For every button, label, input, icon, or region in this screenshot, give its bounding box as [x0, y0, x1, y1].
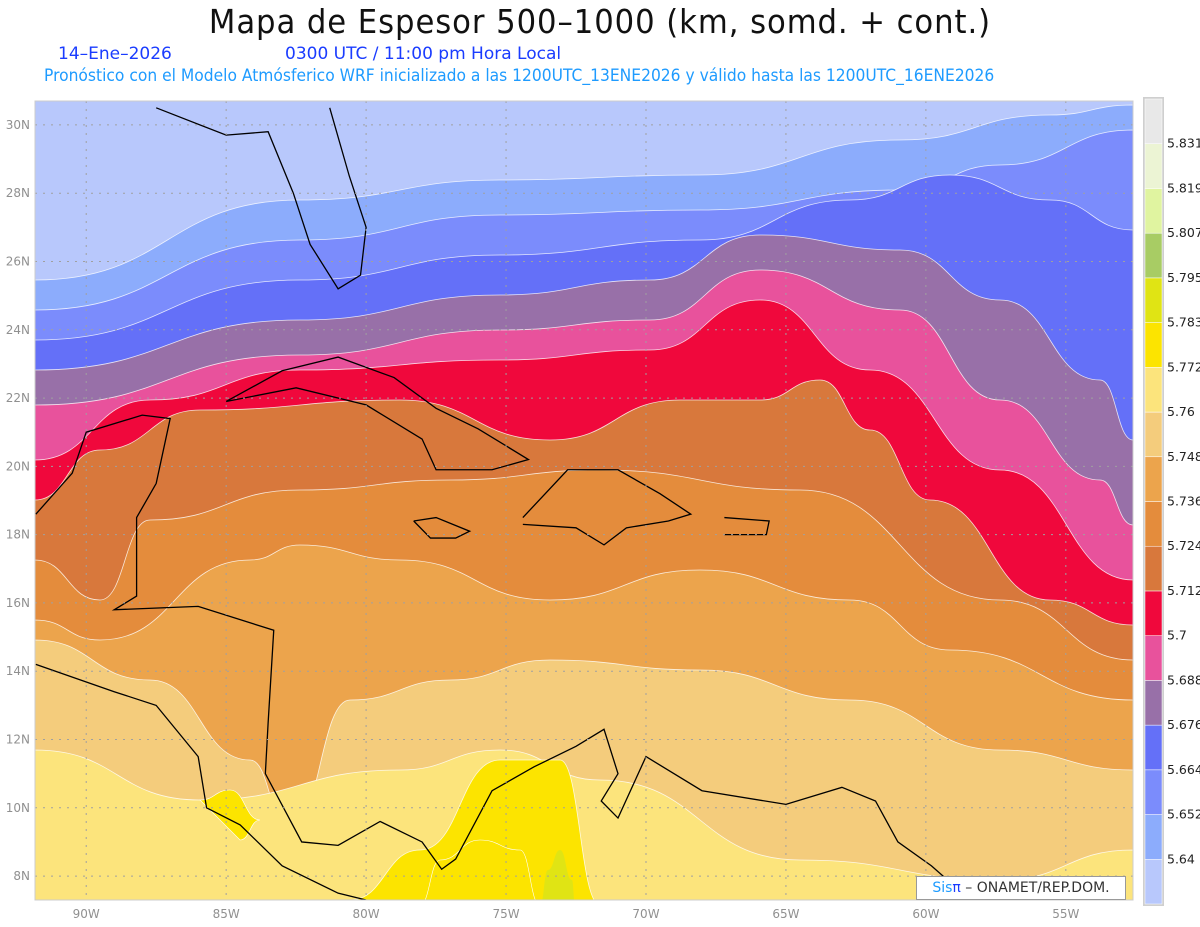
lat-tick-label: 12N	[6, 733, 30, 747]
lon-tick-label: 70W	[632, 907, 659, 921]
credit-sis: Sis	[932, 880, 953, 896]
coastline-pacific-coast	[35, 663, 367, 900]
lat-tick-label: 24N	[6, 323, 30, 337]
colorbar-swatch	[1144, 188, 1163, 234]
colorbar-swatch	[1144, 98, 1163, 144]
lon-tick-label: 75W	[492, 907, 519, 921]
colorbar-swatch	[1144, 411, 1163, 458]
colorbar-label: 5.819	[1167, 180, 1200, 195]
lon-tick-label: 60W	[912, 907, 939, 921]
thickness-patch-5.795	[542, 850, 575, 900]
colorbar-swatch	[1144, 545, 1163, 592]
lon-tick-label: 65W	[772, 907, 799, 921]
lat-tick-label: 16N	[6, 596, 30, 610]
lat-tick-label: 30N	[6, 118, 30, 132]
credit-pi: π	[952, 880, 961, 896]
thickness-patch-5.783-0	[424, 839, 536, 900]
coastline-yucatan-centralamerica	[35, 414, 972, 900]
lat-tick-label: 10N	[6, 801, 30, 815]
colorbar-swatch	[1144, 814, 1163, 860]
colorbar-label: 5.7	[1167, 628, 1187, 643]
credit-box: Sisπ – ONAMET/REP.DOM.	[916, 876, 1126, 900]
colorbar-swatch	[1144, 143, 1163, 189]
lon-tick-label: 90W	[73, 907, 100, 921]
colorbar-swatch	[1144, 456, 1163, 502]
colorbar-label: 5.772	[1167, 359, 1200, 374]
coastline-layer	[35, 107, 972, 900]
colorbar-swatch	[1144, 859, 1163, 905]
colorbar-label: 5.64	[1167, 851, 1195, 866]
lat-tick-label: 18N	[6, 528, 30, 542]
coastline-cuba	[225, 356, 531, 471]
colorbar-label: 5.676	[1167, 717, 1200, 732]
colorbar-label: 5.652	[1167, 807, 1200, 822]
coastline-hispaniola	[522, 469, 693, 546]
colorbar-label: 5.831	[1167, 136, 1200, 151]
coastline-puerto-rico	[724, 516, 770, 536]
colorbar-label: 5.807	[1167, 225, 1200, 240]
colorbar-label: 5.664	[1167, 762, 1200, 777]
coastline-florida	[155, 107, 367, 290]
colorbar-label: 5.724	[1167, 538, 1200, 553]
colorbar-frame	[1143, 97, 1164, 906]
colorbar-swatch	[1144, 232, 1163, 279]
colorbar-label: 5.795	[1167, 270, 1200, 285]
credit-org: – ONAMET/REP.DOM.	[960, 880, 1110, 896]
colorbar-swatch	[1144, 277, 1163, 323]
lon-tick-label: 55W	[1052, 907, 1079, 921]
map-frame	[34, 100, 1134, 901]
colorbar-swatch	[1144, 322, 1163, 368]
colorbar-swatch	[1144, 501, 1163, 547]
lat-tick-label: 26N	[6, 254, 30, 268]
coastline-jamaica	[413, 516, 472, 539]
lat-tick-label: 20N	[6, 459, 30, 473]
colorbar-label: 5.748	[1167, 449, 1200, 464]
colorbar-label: 5.783	[1167, 315, 1200, 330]
colorbar-swatch	[1144, 769, 1163, 815]
lat-tick-label: 22N	[6, 391, 30, 405]
forecast-time: 0300 UTC / 11:00 pm Hora Local	[285, 44, 562, 64]
colorbar-swatch	[1144, 635, 1163, 681]
forecast-info: Pronóstico con el Modelo Atmósferico WRF…	[44, 66, 995, 85]
lat-tick-label: 14N	[6, 664, 30, 678]
lat-tick-label: 28N	[6, 186, 30, 200]
colorbar-swatch	[1144, 590, 1163, 636]
colorbar-label: 5.712	[1167, 583, 1200, 598]
colorbar-swatch	[1144, 367, 1163, 413]
shading-layer	[35, 101, 1133, 900]
colorbar-label: 5.76	[1167, 404, 1195, 419]
colorbar-label: 5.736	[1167, 494, 1200, 509]
colorbar-swatch	[1144, 724, 1163, 771]
forecast-date: 14–Ene–2026	[58, 44, 172, 64]
lon-tick-label: 80W	[353, 907, 380, 921]
lon-tick-label: 85W	[213, 907, 240, 921]
colorbar-label: 5.688	[1167, 672, 1200, 687]
colorbar-swatch	[1144, 680, 1163, 726]
map-title: Mapa de Espesor 500–1000 (km, somd. + co…	[208, 2, 992, 41]
lat-tick-label: 8N	[13, 869, 30, 883]
